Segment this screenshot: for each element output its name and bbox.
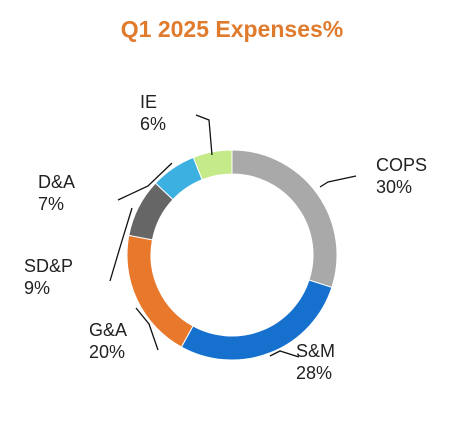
slice-value-sd-p: 9% (24, 278, 50, 298)
slice-value-d-a: 7% (38, 194, 64, 214)
slice-label-cops: COPS (376, 155, 427, 175)
slice-value-ie: 6% (140, 114, 166, 134)
leader-line-ie (195, 114, 213, 156)
leader-line-cops (319, 175, 357, 188)
slice-cops (231, 149, 338, 289)
slice-value-cops: 30% (376, 177, 412, 197)
leader-line-d-a (117, 162, 173, 201)
slice-value-s-m: 28% (296, 363, 332, 383)
chart-title: Q1 2025 Expenses% (120, 16, 344, 42)
slice-label-g-a: G&A (89, 320, 127, 340)
leader-line-g-a (135, 307, 159, 351)
leader-line-sd-p (109, 207, 133, 282)
slice-value-g-a: 20% (89, 342, 125, 362)
slice-g-a (126, 234, 194, 348)
slice-label-d-a: D&A (38, 172, 75, 192)
slice-label-s-m: S&M (296, 341, 335, 361)
slice-ie (192, 149, 233, 181)
slice-label-ie: IE (140, 92, 157, 112)
slice-label-sd-p: SD&P (24, 256, 73, 276)
leader-line-s-m (269, 350, 300, 358)
